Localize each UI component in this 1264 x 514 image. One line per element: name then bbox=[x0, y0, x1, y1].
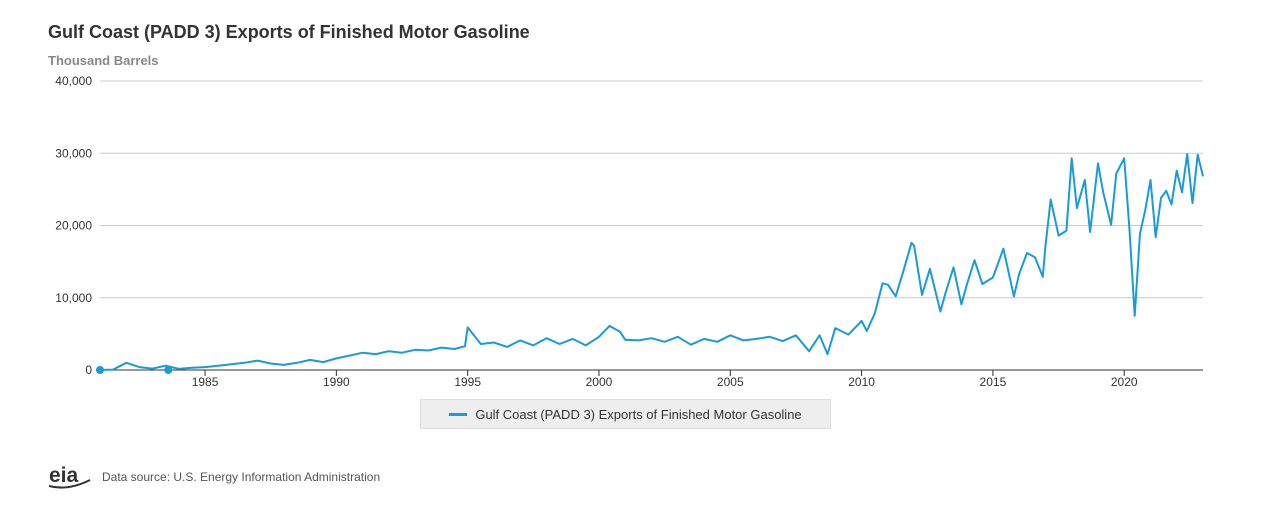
x-tick-label: 2020 bbox=[1111, 375, 1138, 389]
legend-swatch bbox=[449, 412, 468, 416]
x-tick-label: 2000 bbox=[586, 375, 613, 389]
chart-legend[interactable]: Gulf Coast (PADD 3) Exports of Finished … bbox=[420, 399, 831, 429]
x-tick-label: 2010 bbox=[848, 375, 875, 389]
y-tick-label: 0 bbox=[85, 363, 92, 377]
x-tick-label: 1985 bbox=[192, 375, 219, 389]
y-tick-label: 20,000 bbox=[55, 219, 92, 233]
line-chart: 0 10,000 20,000 30,000 40,000 1985 1990 1995 20… bbox=[55, 74, 1204, 389]
x-tick-label: 1990 bbox=[323, 375, 350, 389]
x-tick-label: 1995 bbox=[454, 375, 481, 389]
footer: eia Data source: U.S. Energy Information… bbox=[48, 462, 380, 490]
y-axis: 0 10,000 20,000 30,000 40,000 bbox=[55, 74, 92, 377]
y-tick-label: 40,000 bbox=[55, 74, 92, 88]
series-layer bbox=[96, 153, 1204, 374]
data-point-marker bbox=[164, 366, 173, 374]
y-tick-label: 10,000 bbox=[55, 291, 92, 305]
eia-logo: eia bbox=[48, 464, 91, 489]
data-point-marker bbox=[96, 366, 104, 374]
svg-text:eia: eia bbox=[49, 464, 79, 487]
gridlines bbox=[100, 80, 1203, 299]
legend-label: Gulf Coast (PADD 3) Exports of Finished … bbox=[475, 406, 802, 422]
x-tick-label: 2015 bbox=[980, 375, 1007, 389]
y-tick-label: 30,000 bbox=[55, 146, 92, 160]
series-line bbox=[99, 153, 1204, 371]
x-tick-label: 2005 bbox=[717, 375, 744, 389]
chart-subtitle: Thousand Barrels bbox=[48, 53, 159, 68]
x-axis: 1985 1990 1995 2000 2005 2010 2015 2020 bbox=[100, 369, 1203, 389]
chart-title: Gulf Coast (PADD 3) Exports of Finished … bbox=[48, 22, 530, 42]
data-source: Data source: U.S. Energy Information Adm… bbox=[102, 470, 381, 484]
